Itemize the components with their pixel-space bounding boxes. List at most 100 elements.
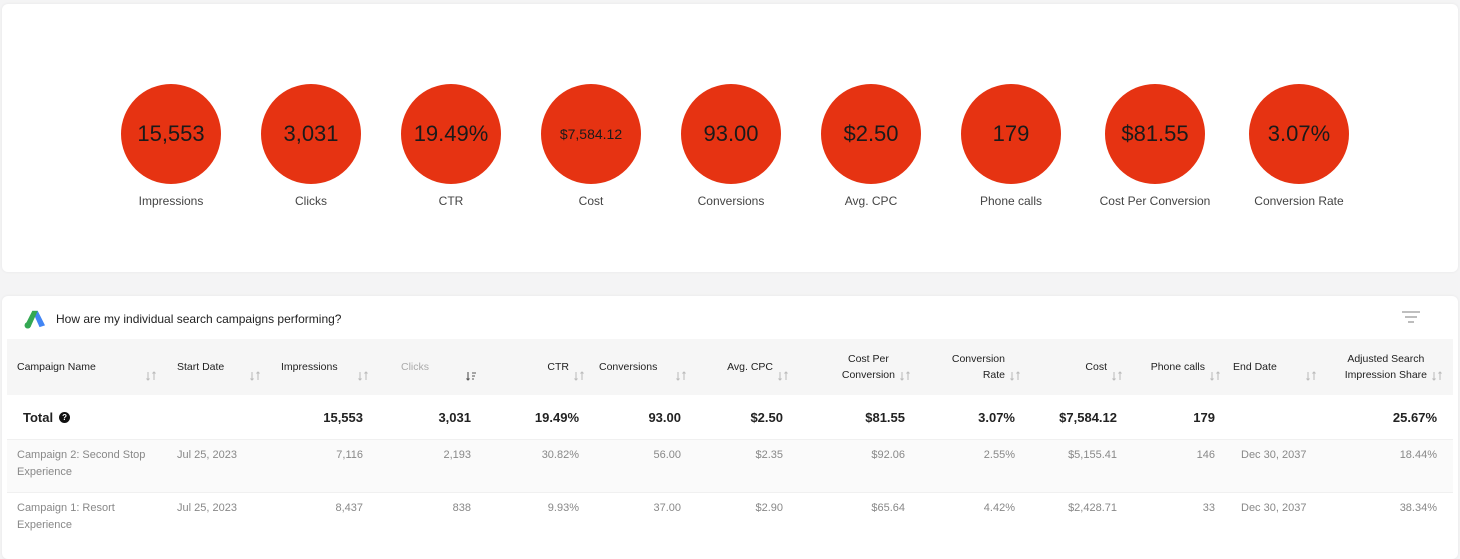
column-header-impressions[interactable]: Impressions — [271, 339, 379, 395]
column-header-cost[interactable]: Cost — [1031, 339, 1133, 395]
sort-icon[interactable] — [1431, 370, 1443, 382]
column-header-phone-calls[interactable]: Phone calls — [1133, 339, 1231, 395]
kpi-label: Impressions — [138, 194, 204, 208]
total-ctr: 19.49% — [534, 409, 579, 425]
kpi-summary-card: 15,553 Impressions 3,031 Clicks 19.49% C… — [2, 4, 1458, 272]
question-circle-icon[interactable]: ? — [59, 411, 71, 423]
cost: $5,155.41 — [1068, 449, 1117, 461]
total-conversion-rate: 3.07% — [978, 409, 1015, 425]
phone-calls: 33 — [1202, 502, 1215, 514]
column-header-cost-per-conversion[interactable]: Cost Per Conversion — [799, 339, 921, 395]
column-header-start-date[interactable]: Start Date — [167, 339, 271, 395]
sort-icon[interactable] — [899, 370, 911, 382]
total-conversions: 93.00 — [648, 409, 681, 425]
total-label: Total? — [7, 395, 167, 439]
total-phone-calls: 179 — [1193, 409, 1215, 425]
start-date: Jul 25, 2023 — [177, 449, 237, 461]
total-cost: $7,584.12 — [1059, 409, 1117, 425]
impression-share: 38.34% — [1399, 502, 1437, 514]
column-header-campaign-name[interactable]: Campaign Name — [7, 339, 167, 395]
table-title: How are my individual search campaigns p… — [56, 312, 342, 326]
total-clicks: 3,031 — [438, 409, 471, 425]
table-header-row: Campaign Name Start Date Impressions Cli… — [7, 339, 1453, 395]
column-header-avg-cpc[interactable]: Avg. CPC — [697, 339, 799, 395]
avg-cpc: $2.35 — [755, 449, 783, 461]
total-impressions: 15,553 — [323, 409, 363, 425]
column-header-clicks[interactable]: Clicks — [379, 339, 487, 395]
kpi-value: $7,584.12 — [541, 84, 641, 184]
sort-icon[interactable] — [145, 370, 157, 382]
filter-icon[interactable] — [1400, 308, 1422, 326]
sort-icon[interactable] — [357, 370, 369, 382]
impression-share: 18.44% — [1399, 449, 1437, 461]
kpi-value: 19.49% — [401, 84, 501, 184]
column-header-conversion-rate[interactable]: Conversion Rate — [921, 339, 1031, 395]
kpi-ctr: 19.49% CTR — [376, 84, 526, 208]
impressions: 8,437 — [335, 502, 363, 514]
kpi-value: 3.07% — [1249, 84, 1349, 184]
sort-icon[interactable] — [1009, 370, 1021, 382]
campaign-name: Campaign 2: Second Stop Experience — [17, 449, 146, 478]
kpi-label: Conversion Rate — [1254, 194, 1344, 208]
kpi-label: Avg. CPC — [844, 194, 898, 208]
sort-icon[interactable] — [675, 370, 687, 382]
end-date: Dec 30, 2037 — [1241, 502, 1307, 514]
kpi-label: Cost Per Conversion — [1099, 194, 1211, 208]
kpi-label: Conversions — [697, 194, 765, 208]
campaign-table-card: How are my individual search campaigns p… — [2, 296, 1458, 559]
kpi-avg-cpc: $2.50 Avg. CPC — [796, 84, 946, 208]
sort-icon[interactable] — [249, 370, 261, 382]
conversions: 37.00 — [653, 502, 681, 514]
kpi-value: 179 — [961, 84, 1061, 184]
kpi-impressions: 15,553 Impressions — [96, 84, 246, 208]
campaign-name: Campaign 1: Resort Experience — [17, 502, 115, 531]
total-cost-per-conversion: $81.55 — [865, 409, 905, 425]
kpi-clicks: 3,031 Clicks — [236, 84, 386, 208]
campaign-table: Campaign Name Start Date Impressions Cli… — [7, 339, 1453, 545]
kpi-value: 15,553 — [121, 84, 221, 184]
kpi-value: 93.00 — [681, 84, 781, 184]
table-row[interactable]: Campaign 2: Second Stop Experience Jul 25… — [7, 439, 1453, 492]
sort-icon[interactable] — [1111, 370, 1123, 382]
sort-icon[interactable] — [1305, 370, 1317, 382]
kpi-cost: $7,584.12 Cost — [516, 84, 666, 208]
total-end-date — [1231, 395, 1327, 439]
kpi-label: Phone calls — [979, 194, 1043, 208]
cost-per-conversion: $65.64 — [871, 502, 905, 514]
conversions: 56.00 — [653, 449, 681, 461]
clicks: 838 — [452, 502, 471, 514]
ctr: 30.82% — [541, 449, 579, 461]
kpi-phone-calls: 179 Phone calls — [936, 84, 1086, 208]
sort-descending-icon[interactable] — [465, 370, 477, 382]
kpi-label: Cost — [578, 194, 604, 208]
cost: $2,428.71 — [1068, 502, 1117, 514]
kpi-conversion-rate: 3.07% Conversion Rate — [1224, 84, 1374, 208]
total-avg-cpc: $2.50 — [750, 409, 783, 425]
cost-per-conversion: $92.06 — [871, 449, 905, 461]
kpi-cost-per-conversion: $81.55 Cost Per Conversion — [1080, 84, 1230, 208]
column-header-ctr[interactable]: CTR — [487, 339, 595, 395]
avg-cpc: $2.90 — [755, 502, 783, 514]
phone-calls: 146 — [1196, 449, 1215, 461]
ctr: 9.93% — [547, 502, 579, 514]
kpi-label: CTR — [438, 194, 464, 208]
column-header-adjusted-search-impression-share[interactable]: Adjusted Search Impression Share — [1327, 339, 1453, 395]
conversion-rate: 2.55% — [983, 449, 1015, 461]
end-date: Dec 30, 2037 — [1241, 449, 1307, 461]
total-start-date — [167, 395, 271, 439]
sort-icon[interactable] — [1209, 370, 1221, 382]
impressions: 7,116 — [336, 449, 363, 461]
kpi-label: Clicks — [295, 194, 327, 208]
kpi-value: $81.55 — [1105, 84, 1205, 184]
kpi-conversions: 93.00 Conversions — [656, 84, 806, 208]
column-header-end-date[interactable]: End Date — [1231, 339, 1327, 395]
table-total-row: Total? 15,553 3,031 19.49% 93.00 $2.50 $… — [7, 395, 1453, 439]
table-row[interactable]: Campaign 1: Resort Experience Jul 25, 202… — [7, 492, 1453, 545]
column-header-conversions[interactable]: Conversions — [595, 339, 697, 395]
sort-icon[interactable] — [777, 370, 789, 382]
sort-icon[interactable] — [573, 370, 585, 382]
kpi-value: $2.50 — [821, 84, 921, 184]
table-header: How are my individual search campaigns p… — [24, 308, 341, 330]
conversion-rate: 4.42% — [983, 502, 1015, 514]
kpi-value: 3,031 — [261, 84, 361, 184]
